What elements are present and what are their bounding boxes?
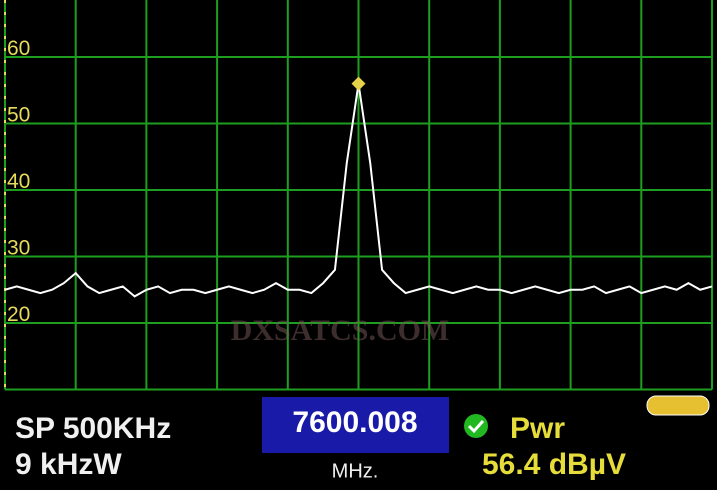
rbw-label: 9 kHzW: [15, 448, 122, 481]
y-tick-label: 40: [7, 170, 30, 193]
frequency-box: [262, 397, 449, 453]
battery-icon: [646, 395, 710, 416]
frequency: 7600.008: [292, 406, 417, 439]
peak-marker: [351, 76, 366, 91]
frequency-unit: MHz.: [332, 460, 379, 482]
lock-icon: [464, 414, 488, 438]
watermark: DXSATCS.COM: [231, 314, 450, 347]
y-tick-label: 30: [7, 237, 30, 260]
y-tick-label: 20: [7, 303, 30, 326]
y-tick-label: 60: [7, 37, 30, 60]
spectrum-plot: 203040506070: [4, 0, 713, 391]
power-label: Pwr: [510, 412, 565, 445]
power-value: 56.4 dBµV: [482, 448, 626, 481]
check-mark: [467, 419, 485, 434]
span-label: SP 500KHz: [15, 412, 171, 445]
y-tick-label: 50: [7, 104, 30, 127]
